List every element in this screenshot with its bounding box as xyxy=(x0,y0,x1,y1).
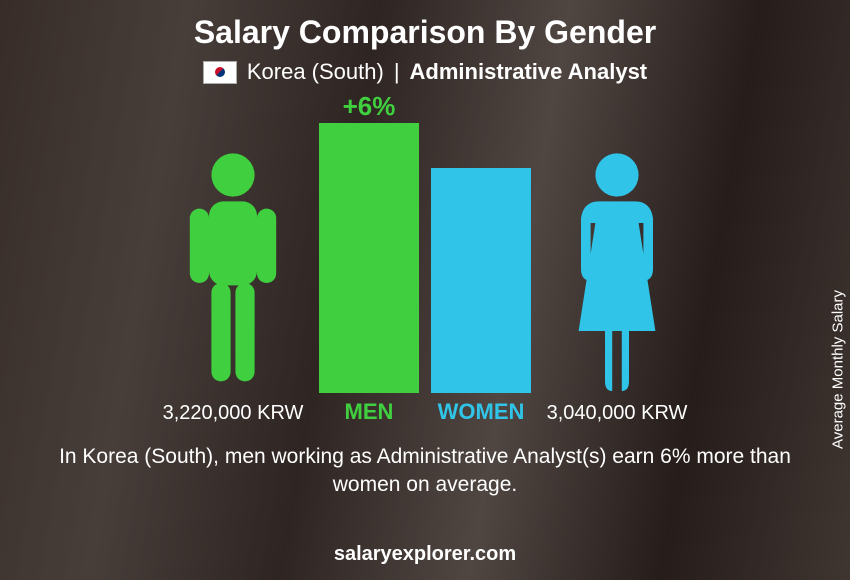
gender-salary-chart: 3,220,000 KRW +6% MEN WOMEN 3,040,000 KR… xyxy=(105,105,745,425)
y-axis-label: Average Monthly Salary xyxy=(830,290,847,449)
female-icon xyxy=(557,146,677,396)
source-attribution: salaryexplorer.com xyxy=(0,543,850,566)
subtitle-role: Administrative Analyst xyxy=(410,59,648,85)
flag-korea-south-icon xyxy=(203,61,237,84)
women-bar-label: WOMEN xyxy=(438,399,525,425)
page-title: Salary Comparison By Gender xyxy=(0,0,850,51)
women-salary-value: 3,040,000 KRW xyxy=(547,402,688,425)
women-bar xyxy=(431,168,531,393)
summary-text: In Korea (South), men working as Adminis… xyxy=(55,443,795,500)
men-bar-label: MEN xyxy=(345,399,394,425)
women-bar-column: WOMEN xyxy=(431,168,531,425)
subtitle-separator: | xyxy=(394,59,400,85)
male-icon xyxy=(173,146,293,396)
women-column: 3,040,000 KRW xyxy=(537,146,697,425)
subtitle-row: Korea (South) | Administrative Analyst xyxy=(0,59,850,85)
men-bar xyxy=(319,123,419,393)
men-column: 3,220,000 KRW xyxy=(153,146,313,425)
pct-difference-label: +6% xyxy=(343,91,396,122)
men-salary-value: 3,220,000 KRW xyxy=(163,402,304,425)
men-bar-column: +6% MEN xyxy=(319,123,419,425)
subtitle-country: Korea (South) xyxy=(247,59,384,85)
